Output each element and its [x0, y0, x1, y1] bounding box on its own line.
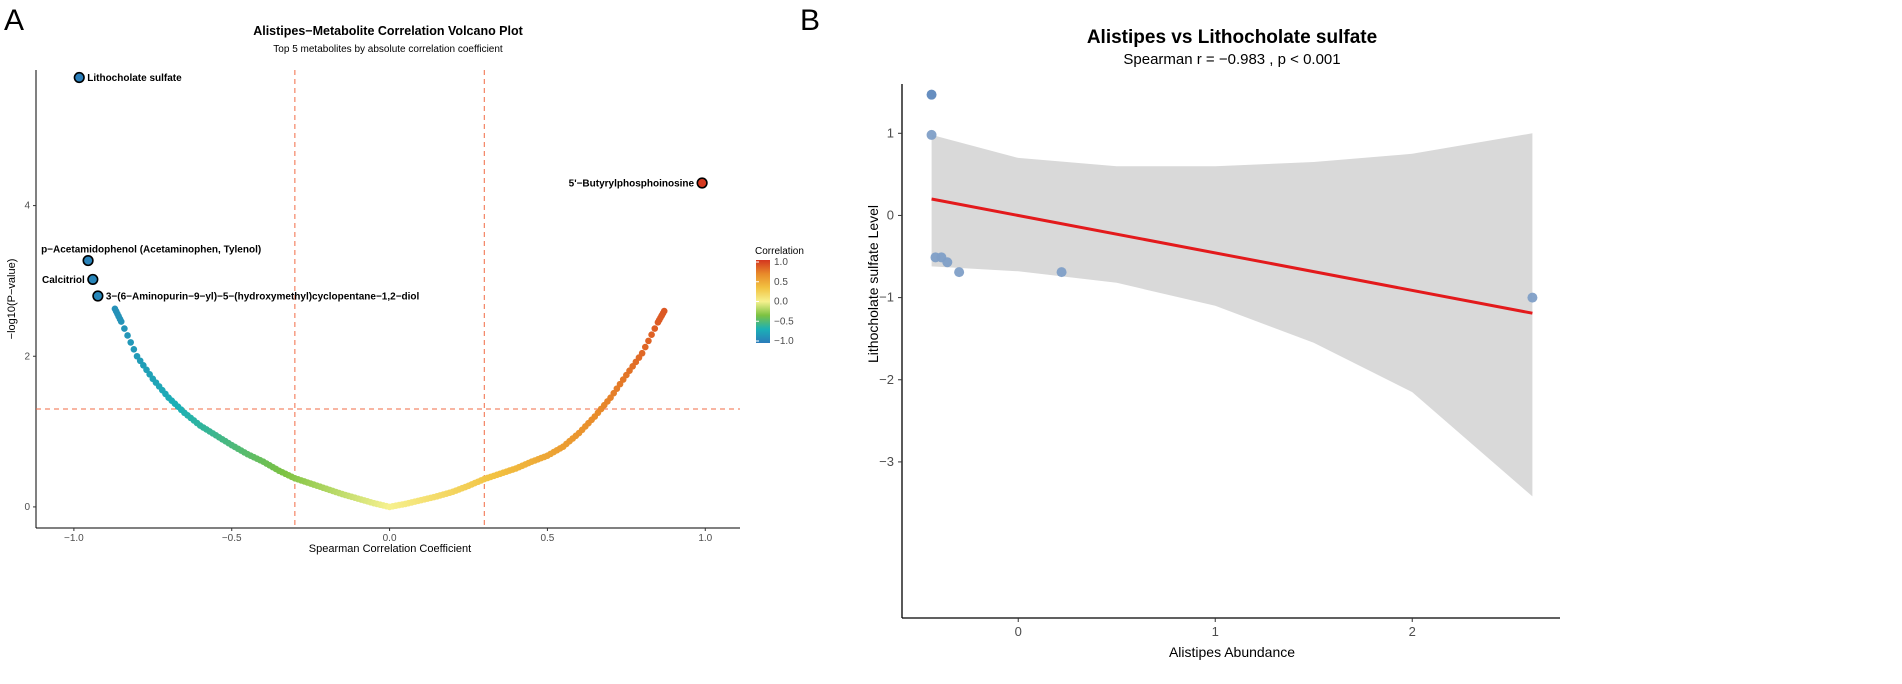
scatter-title: Alistipes vs Lithocholate sulfate — [1087, 27, 1377, 48]
data-point-interp — [641, 343, 649, 351]
data-point — [1527, 292, 1538, 303]
volcano-plot: Alistipes−Metabolite Correlation Volcano… — [6, 24, 804, 555]
x-tick-label: −0.5 — [222, 533, 242, 544]
confidence-band — [931, 133, 1533, 497]
highlighted-label: Lithocholate sulfate — [87, 73, 182, 84]
y-tick-label: 0 — [887, 207, 894, 222]
x-tick-label: 0.0 — [383, 533, 397, 544]
regression-line — [931, 197, 1533, 315]
x-tick-label: 0.5 — [540, 533, 554, 544]
highlighted-label: 5'−Butyrylphosphoinosine — [569, 178, 695, 189]
x-tick-label: 1 — [1212, 624, 1219, 639]
scatter-ylabel: Lithocholate sulfate Level — [865, 205, 881, 363]
volcano-subtitle: Top 5 metabolites by absolute correlatio… — [273, 44, 503, 55]
data-point-interp — [648, 331, 655, 339]
data-point-interp — [651, 325, 659, 332]
highlighted-point — [73, 71, 85, 84]
y-tick-label: 0 — [24, 502, 30, 513]
data-point-interp — [130, 346, 138, 353]
data-point — [954, 267, 965, 278]
highlighted-label: p−Acetamidophenol (Acetaminophen, Tyleno… — [41, 245, 261, 256]
volcano-title: Alistipes−Metabolite Correlation Volcano… — [253, 24, 523, 38]
highlighted-point — [696, 177, 708, 189]
x-tick-label: 1.0 — [698, 533, 712, 544]
data-point — [942, 257, 953, 268]
highlighted-label: Calcitriol — [42, 275, 85, 286]
data-point — [926, 129, 937, 140]
panel-label-b: B — [800, 4, 820, 37]
x-tick-label: 2 — [1409, 624, 1416, 639]
colorbar-tick-label: −1.0 — [774, 336, 794, 347]
highlighted-label: 3−(6−Aminopurin−9−yl)−5−(hydroxymethyl)c… — [106, 291, 420, 302]
data-point — [660, 307, 668, 315]
legend-title: Correlation — [755, 246, 804, 257]
volcano-xlabel: Spearman Correlation Coefficient — [309, 543, 471, 555]
scatter-xlabel: Alistipes Abundance — [1169, 644, 1295, 660]
data-point-interp — [124, 332, 131, 339]
highlighted-point — [82, 254, 94, 267]
data-point-interp — [121, 325, 128, 332]
highlighted-point — [92, 290, 104, 302]
colorbar-tick-label: 1.0 — [774, 257, 788, 268]
colorbar-tick-label: −0.5 — [774, 316, 794, 327]
y-tick-label: 1 — [887, 125, 894, 140]
data-point — [638, 349, 646, 357]
y-tick-label: 4 — [24, 201, 30, 212]
data-point-interp — [127, 339, 135, 346]
data-point — [926, 89, 937, 100]
data-point-interp — [645, 337, 652, 345]
colorbar — [756, 260, 770, 343]
y-tick-label: −3 — [879, 454, 894, 469]
x-tick-label: −1.0 — [64, 533, 84, 544]
correlation-scatter-plot: Alistipes vs Lithocholate sulfate Spearm… — [865, 27, 1560, 660]
panel-label-a: A — [4, 4, 24, 37]
data-point — [1056, 267, 1067, 278]
y-tick-label: −2 — [879, 372, 894, 387]
x-tick-label: 0 — [1015, 624, 1022, 639]
y-tick-label: −1 — [879, 290, 894, 305]
scatter-subtitle: Spearman r = −0.983 , p < 0.001 — [1123, 51, 1340, 68]
data-point — [117, 318, 125, 325]
highlighted-point — [87, 273, 99, 286]
y-tick-label: 2 — [24, 351, 30, 362]
colorbar-tick-label: 0.0 — [774, 297, 788, 308]
volcano-ylabel: −log10(P−value) — [6, 259, 18, 340]
colorbar-tick-label: 0.5 — [774, 277, 788, 288]
